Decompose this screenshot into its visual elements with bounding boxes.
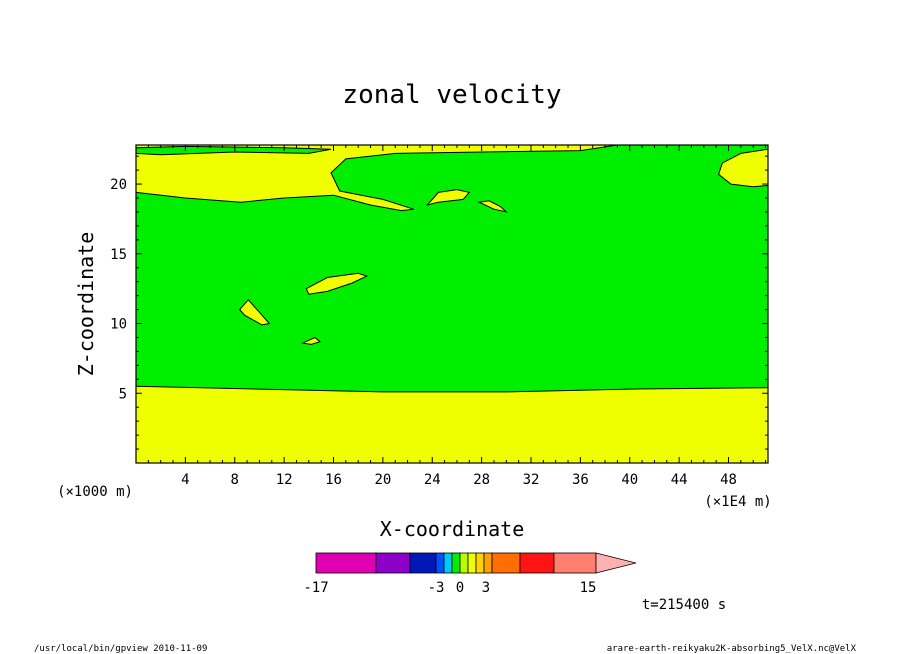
y-axis-label: Z-coordinate: [74, 232, 98, 377]
x-axis-label: X-coordinate: [380, 517, 525, 541]
x-tick-label: 20: [374, 472, 391, 488]
colorbar-swatch: [475, 552, 485, 574]
x-tick-label: 8: [231, 472, 239, 488]
contour-region-blob-14: [300, 336, 321, 345]
contour-region-blob-10: [239, 299, 271, 326]
contour-region-blob-24: [425, 189, 471, 206]
chart-title: zonal velocity: [342, 80, 561, 110]
footer-right: arare-earth-reikyaku2K-absorbing5_VelX.n…: [607, 644, 857, 654]
y-tick-label: 20: [110, 177, 127, 193]
colorbar-tick-label: -17: [303, 580, 328, 596]
colorbar-swatch: [451, 552, 461, 574]
colorbar-swatch: [459, 552, 469, 574]
colorbar-tick-label: -3: [428, 580, 445, 596]
time-label: t=215400 s: [642, 597, 726, 613]
colorbar-swatch: [519, 552, 555, 574]
colorbar-tick-label: 0: [456, 580, 464, 596]
x-tick-label: 48: [720, 472, 737, 488]
y-tick-label: 15: [110, 247, 127, 263]
contour-region-lower-positive: [135, 385, 769, 464]
colorbar-swatch: [375, 552, 411, 574]
colorbar-tick-label: 3: [482, 580, 490, 596]
contour-region-upper-positive-left: [135, 144, 618, 212]
x-tick-label: 28: [473, 472, 490, 488]
x-tick-label: 44: [671, 472, 688, 488]
contour-region-blob-16: [305, 272, 369, 295]
x-tick-label: 24: [424, 472, 441, 488]
colorbar-swatch: [443, 552, 453, 574]
colorbar-tip: [595, 552, 637, 574]
colorbar: -17 -3 0 3 15: [303, 552, 637, 596]
colorbar-swatch: [467, 552, 477, 574]
x-tick-label: 16: [325, 472, 342, 488]
colorbar-swatch: [435, 552, 445, 574]
x-tick-label: 4: [181, 472, 189, 488]
x-unit-right: (×1E4 m): [704, 494, 771, 510]
x-unit-left: (×1000 m): [57, 484, 133, 500]
footer-left: /usr/local/bin/gpview 2010-11-09: [34, 644, 207, 654]
colorbar-swatch: [483, 552, 493, 574]
colorbar-swatch: [491, 552, 521, 574]
x-tick-label: 32: [523, 472, 540, 488]
colorbar-swatch: [409, 552, 437, 574]
contour-regions: [135, 144, 769, 464]
y-tick-label: 10: [110, 317, 127, 333]
x-tick-label: 12: [276, 472, 293, 488]
colorbar-tick-label: 15: [580, 580, 597, 596]
contour-region-upper-right-blob: [718, 148, 769, 188]
x-tick-label: 40: [621, 472, 638, 488]
contour-region-blob-28: [477, 200, 509, 213]
plot-frame: [135, 144, 769, 464]
x-tick-label: 36: [572, 472, 589, 488]
y-tick-label: 5: [119, 386, 127, 402]
colorbar-swatch: [553, 552, 597, 574]
colorbar-swatch: [315, 552, 377, 574]
